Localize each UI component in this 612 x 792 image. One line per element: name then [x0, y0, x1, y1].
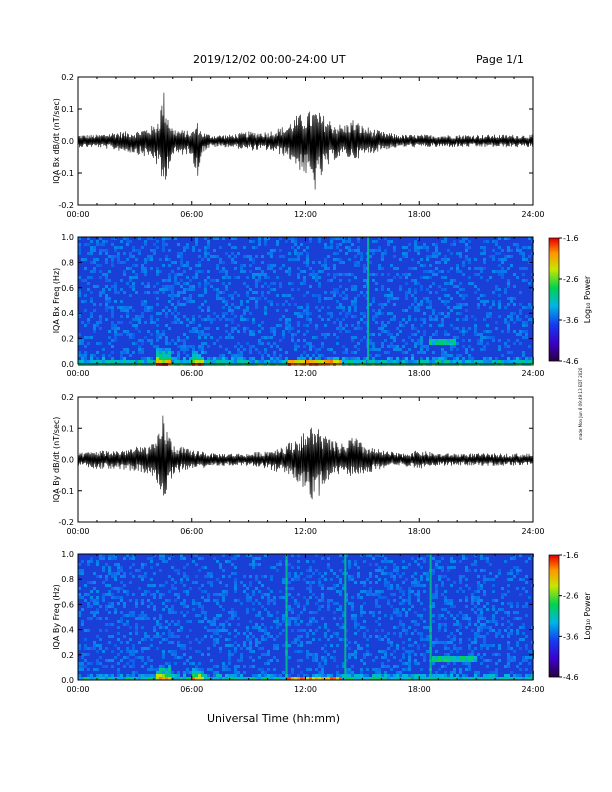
x-tick-label: 06:00: [180, 685, 203, 694]
colorbar-tick-label: -2.6: [563, 592, 579, 601]
y-tick-label: 0.4: [61, 626, 74, 635]
y-axis-label: IQA Bx Freq (Hz): [52, 268, 61, 334]
spectrogram-3: [78, 554, 534, 680]
y-tick-label: 0.8: [61, 575, 74, 584]
y-tick-label: 0.1: [61, 424, 74, 433]
x-tick-label: 12:00: [294, 369, 317, 378]
y-tick-label: 0.6: [61, 284, 74, 293]
colorbar-tick-label: -4.6: [563, 673, 579, 682]
y-tick-label: 1.0: [61, 550, 74, 559]
x-tick-label: 18:00: [408, 685, 431, 694]
x-tick-label: 18:00: [408, 527, 431, 536]
colorbar-3: [548, 554, 560, 678]
x-tick-label: 00:00: [66, 527, 89, 536]
y-tick-label: 0.0: [61, 137, 74, 146]
dbdt-trace-0: [77, 92, 534, 190]
spectral-line: [429, 554, 432, 680]
colorbar-tick-label: -3.6: [563, 632, 579, 641]
x-tick-label: 24:00: [521, 210, 544, 219]
y-axis-label: IQA By Freq (Hz): [52, 584, 61, 650]
x-tick-label: 24:00: [521, 369, 544, 378]
page-indicator: Page 1/1: [476, 53, 524, 66]
x-tick-label: 06:00: [180, 527, 203, 536]
x-tick-label: 12:00: [294, 685, 317, 694]
chart-title: 2019/12/02 00:00-24:00 UT: [193, 53, 346, 66]
trace-group-0: [77, 92, 534, 190]
y-tick-label: -0.1: [58, 169, 74, 178]
x-tick-label: 12:00: [294, 210, 317, 219]
x-tick-label: 00:00: [66, 369, 89, 378]
y-tick-label: -0.2: [58, 201, 74, 210]
y-tick-label: 1.0: [61, 233, 74, 242]
y-tick-label: 0.2: [61, 393, 74, 402]
spectral-line: [344, 554, 347, 680]
colorbar-frame: [548, 554, 560, 678]
y-axis-label: IQA Bx dB/dt (nT/sec): [52, 98, 61, 184]
y-tick-label: 0.0: [61, 456, 74, 465]
x-tick-label: 18:00: [408, 369, 431, 378]
colorbar-tick-label: -4.6: [563, 357, 579, 366]
y-tick-label: -0.2: [58, 518, 74, 527]
y-tick-label: 0.2: [61, 651, 74, 660]
colorbar-tick-label: -2.6: [563, 275, 579, 284]
colorbar-label: Log₁₀ Power: [583, 592, 592, 640]
x-tick-label: 18:00: [408, 210, 431, 219]
spectral-line: [367, 237, 370, 364]
y-tick-label: -0.1: [58, 487, 74, 496]
x-tick-label: 00:00: [66, 685, 89, 694]
y-tick-label: 0.2: [61, 335, 74, 344]
colorbar-tick-label: -3.6: [563, 316, 579, 325]
y-tick-label: 0.1: [61, 105, 74, 114]
x-tick-label: 24:00: [521, 527, 544, 536]
y-tick-label: 0.4: [61, 309, 74, 318]
y-tick-label: 0.2: [61, 73, 74, 82]
x-tick-label: 24:00: [521, 685, 544, 694]
y-tick-label: 0.6: [61, 600, 74, 609]
x-tick-label: 06:00: [180, 210, 203, 219]
y-axis-label: IQA By dB/dt (nT/sec): [52, 417, 61, 503]
y-tick-label: 0.0: [61, 360, 74, 369]
y-tick-label: 0.8: [61, 258, 74, 267]
dbdt-trace-2: [77, 415, 534, 500]
x-tick-label: 00:00: [66, 210, 89, 219]
colorbar-1: [548, 237, 560, 362]
x-tick-label: 06:00: [180, 369, 203, 378]
spectrogram-1: [78, 237, 534, 366]
y-tick-label: 0.0: [61, 676, 74, 685]
colorbar-label: Log₁₀ Power: [583, 275, 592, 323]
colorbar-tick-label: -1.6: [563, 234, 579, 243]
colorbar-frame: [548, 237, 560, 362]
trace-group-2: [77, 415, 534, 500]
colorbar-tick-label: -1.6: [563, 551, 579, 560]
spectral-line: [285, 554, 288, 680]
x-tick-label: 12:00: [294, 527, 317, 536]
x-axis-label: Universal Time (hh:mm): [207, 712, 340, 725]
